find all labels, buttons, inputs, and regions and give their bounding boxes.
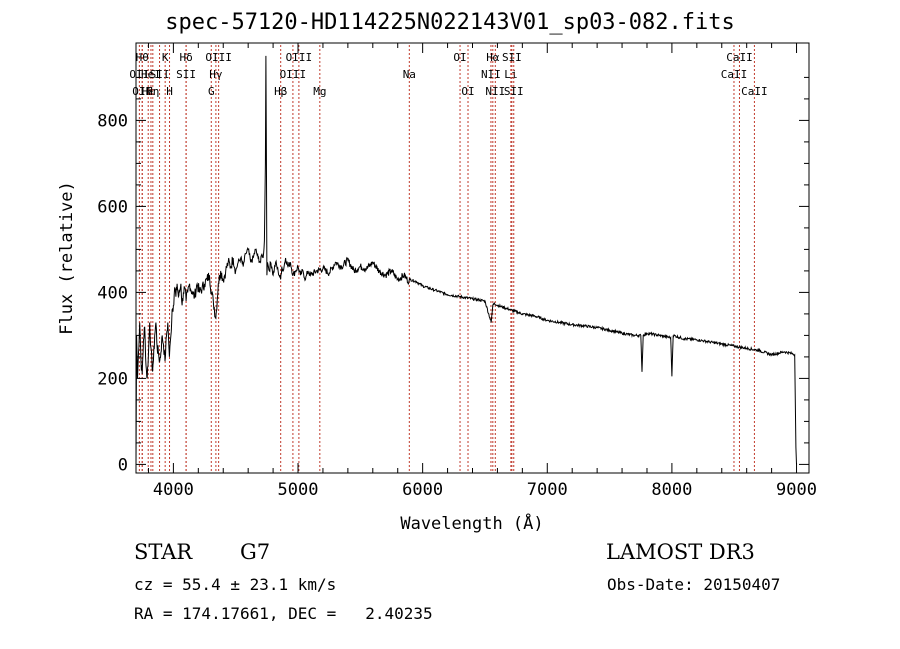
x-tick-label: 4000 xyxy=(153,480,194,500)
line-marker-label: NII xyxy=(485,85,505,98)
line-marker-label: OIII xyxy=(205,51,232,64)
coordinates: RA = 174.17661, DEC = 2.40235 xyxy=(134,604,433,623)
line-marker-label: CaII xyxy=(741,85,768,98)
survey-name: LAMOST DR3 xyxy=(606,540,755,564)
line-marker-label: HeI xyxy=(141,68,161,81)
y-tick-label: 800 xyxy=(97,111,128,131)
line-marker-label: CaII xyxy=(721,68,748,81)
y-tick-label: 400 xyxy=(97,283,128,303)
line-marker-label: OI xyxy=(461,85,474,98)
x-axis-label: Wavelength (Å) xyxy=(400,512,543,534)
spectrum-line xyxy=(135,55,797,465)
observation-date: Obs-Date: 20150407 xyxy=(607,575,781,594)
line-marker-label: Na xyxy=(403,68,416,81)
line-marker-label: OII xyxy=(132,85,152,98)
x-tick-label: 6000 xyxy=(402,480,443,500)
object-class: STAR xyxy=(134,540,193,564)
redshift-cz: cz = 55.4 ± 23.1 km/s xyxy=(134,575,337,594)
y-tick-label: 200 xyxy=(97,369,128,389)
line-marker-label: Hβ xyxy=(274,85,288,98)
y-axis-label: Flux (relative) xyxy=(57,181,77,335)
line-marker-label: Li xyxy=(504,68,517,81)
line-marker-label: NII xyxy=(481,68,501,81)
line-marker-label: Hε xyxy=(142,85,155,98)
spectrum-chart: OIIHθOIIHεHeIHηSIIKHHδSIIGHγOIIIHβOIIIOI… xyxy=(57,42,817,534)
line-marker-label: Hγ xyxy=(209,68,223,81)
y-tick-label: 600 xyxy=(97,197,128,217)
line-marker-label: OII xyxy=(129,68,149,81)
line-marker-label: OIII xyxy=(280,68,307,81)
line-marker-label: Hη xyxy=(146,85,159,98)
line-marker-label: H xyxy=(166,85,173,98)
line-marker-label: OI xyxy=(453,51,466,64)
line-marker-label: OIII xyxy=(286,51,313,64)
line-marker-label: SII xyxy=(176,68,196,81)
y-tick-label: 0 xyxy=(118,455,128,475)
plot-frame xyxy=(135,42,810,474)
x-tick-label: 7000 xyxy=(527,480,568,500)
line-marker-label: SII xyxy=(504,85,524,98)
x-tick-label: 5000 xyxy=(278,480,319,500)
x-axis-ticks: 4000 5000 6000 7000 8000 9000 xyxy=(147,43,817,500)
line-marker-label: Mg xyxy=(313,85,326,98)
line-marker-label: SII xyxy=(150,68,170,81)
x-tick-label: 9000 xyxy=(776,480,817,500)
line-marker-label: SII xyxy=(502,51,522,64)
x-tick-label: 8000 xyxy=(651,480,692,500)
line-marker-label: Hα xyxy=(486,51,500,64)
emission-line-markers: OIIHθOIIHεHeIHηSIIKHHδSIIGHγOIIIHβOIIIOI… xyxy=(129,45,768,473)
line-marker-label: G xyxy=(208,85,215,98)
line-marker-label: CaII xyxy=(726,51,753,64)
chart-title: spec-57120-HD114225N022143V01_sp03-082.f… xyxy=(165,10,735,35)
line-marker-label: K xyxy=(162,51,169,64)
y-axis-ticks: 0 200 400 600 800 xyxy=(97,76,809,475)
object-subclass: G7 xyxy=(240,540,271,564)
